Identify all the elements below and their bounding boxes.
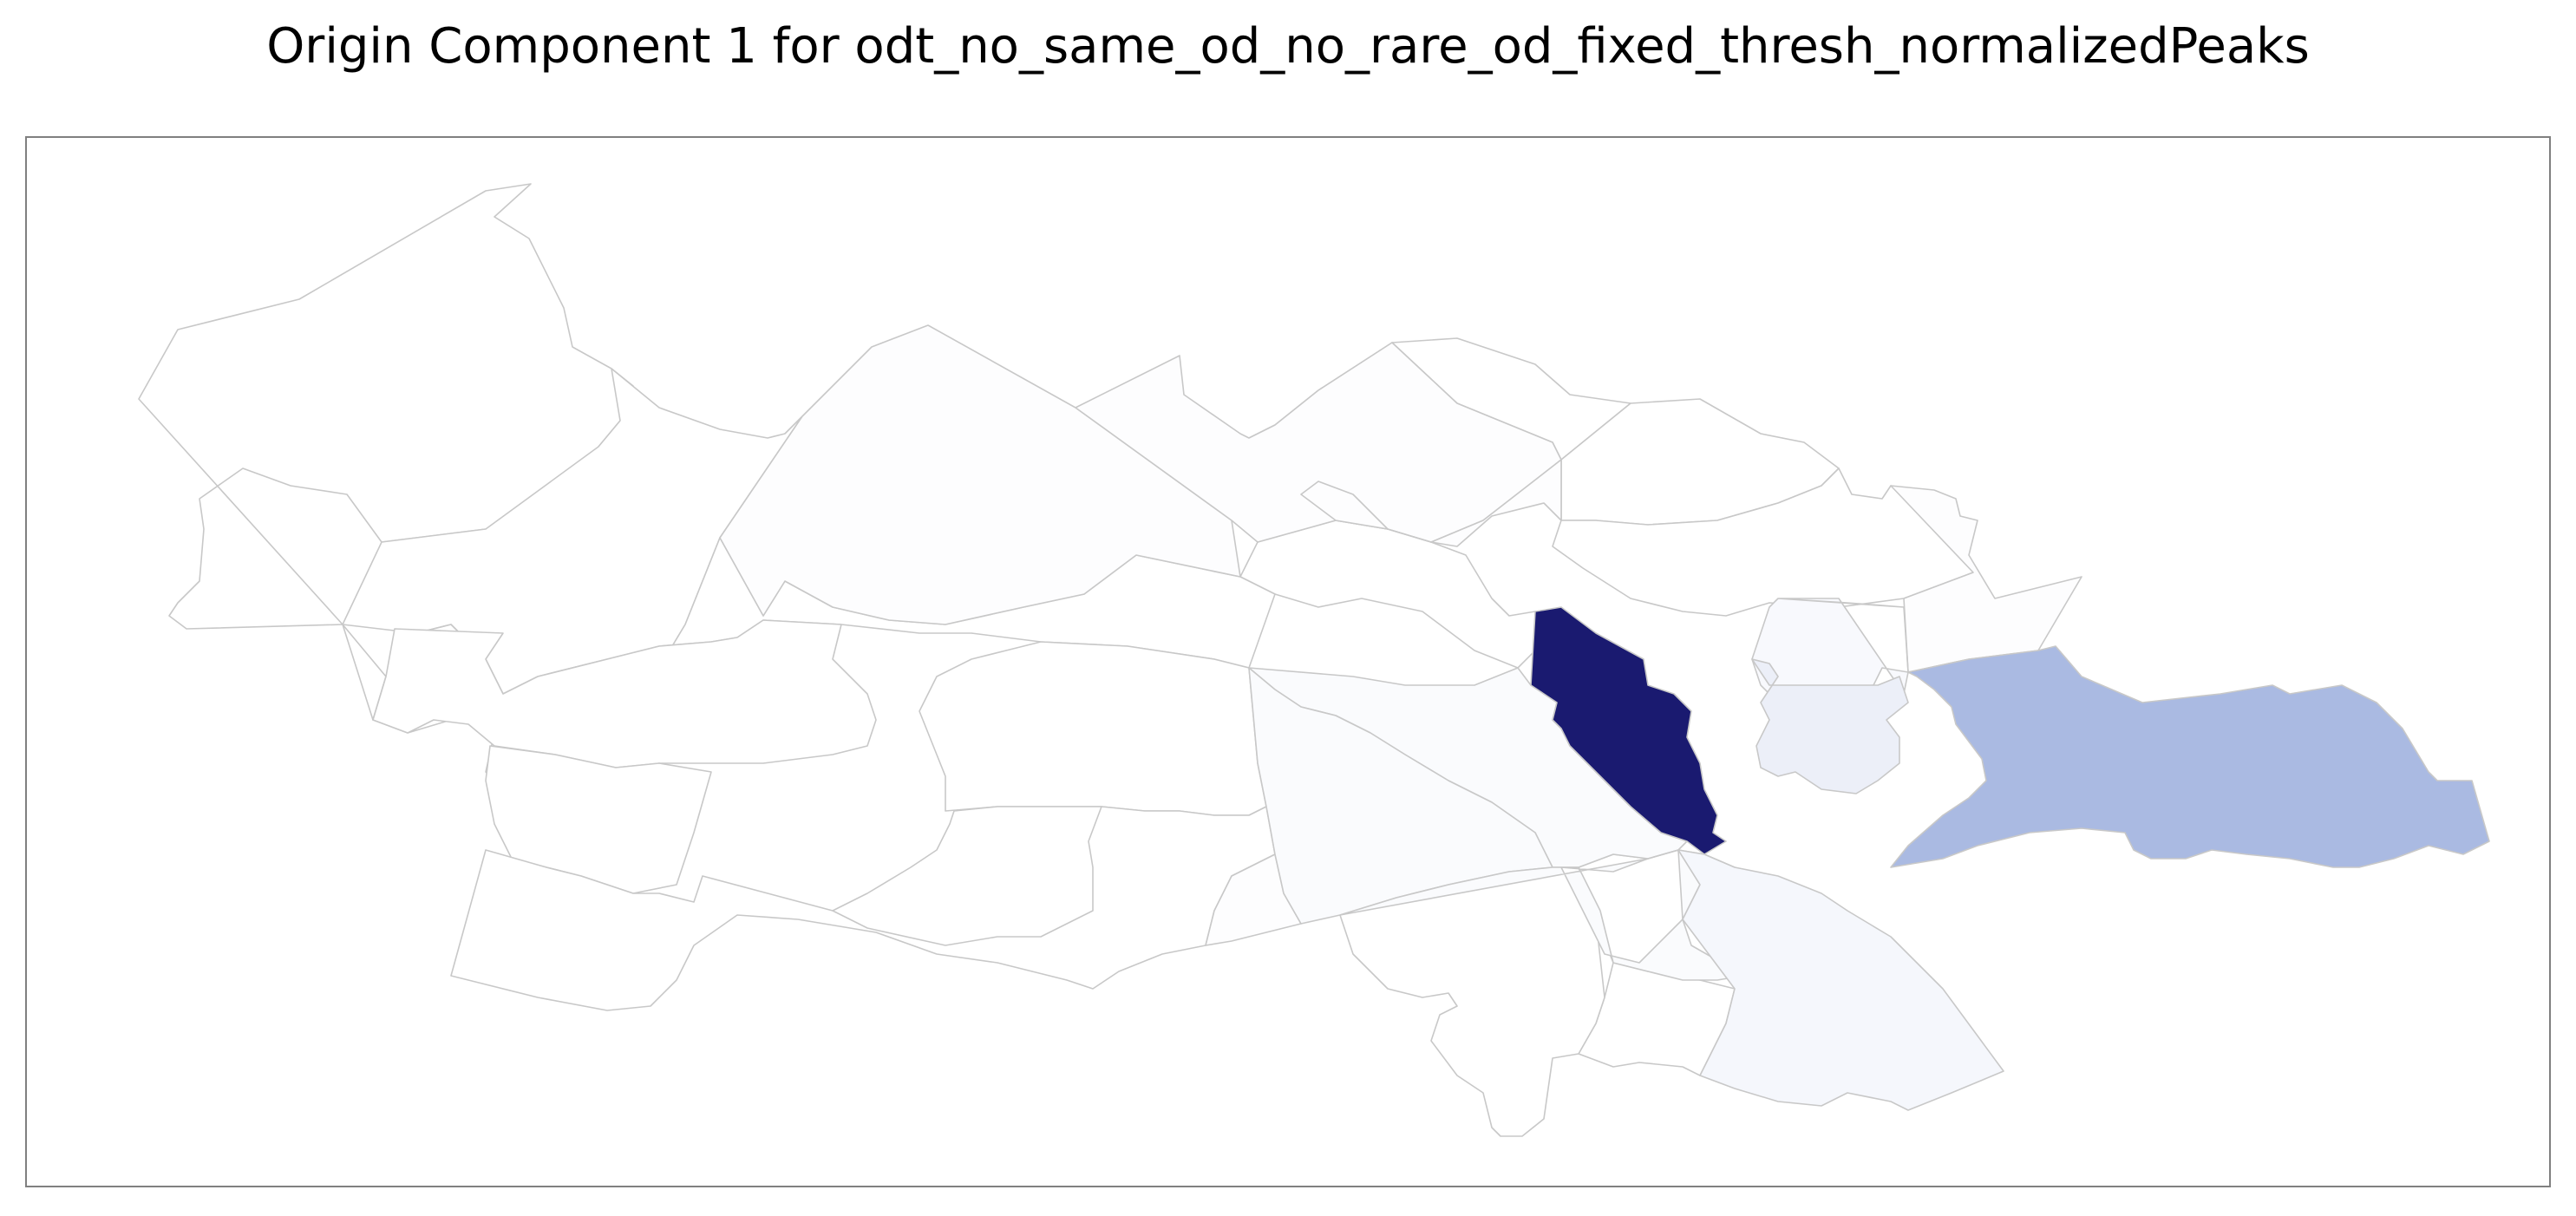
district-west-4 bbox=[485, 745, 712, 894]
district-north-5 bbox=[1300, 459, 1562, 547]
chart-title: Origin Component 1 for odt_no_same_od_no… bbox=[266, 18, 2310, 75]
district-center-dark bbox=[1530, 606, 1727, 855]
district-north-6 bbox=[1239, 520, 1553, 669]
district-east-large bbox=[1890, 645, 2490, 868]
district-south-2 bbox=[1677, 849, 2004, 1111]
district-west-2 bbox=[372, 619, 877, 768]
district-north-1 bbox=[719, 324, 1241, 625]
district-west-3 bbox=[919, 641, 1267, 816]
district-north-2 bbox=[1075, 342, 1562, 543]
district-east-2 bbox=[1751, 658, 1909, 794]
